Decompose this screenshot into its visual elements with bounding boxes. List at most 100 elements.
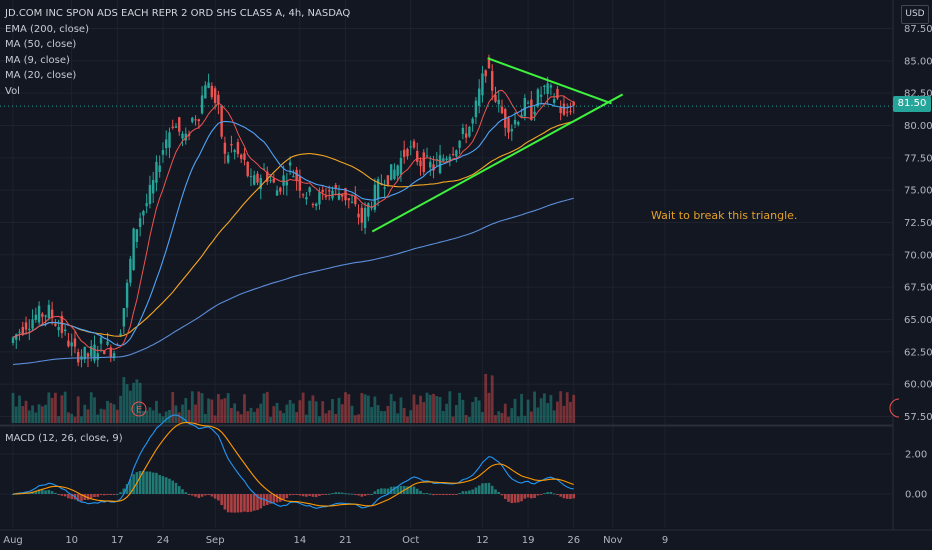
volume-bar (73, 416, 77, 423)
candle-body (389, 164, 393, 181)
legend-volume[interactable]: Vol (5, 85, 20, 97)
candle-body (451, 154, 455, 156)
macd-histogram-bar (386, 488, 390, 494)
macd-histogram-bar (41, 489, 44, 494)
volume-bar (262, 393, 266, 423)
candle-body (523, 98, 527, 117)
macd-histogram-bar (116, 493, 119, 495)
candle-body (93, 344, 96, 361)
candle-body (419, 160, 422, 167)
macd-histogram-bar (187, 494, 191, 495)
time-tick-label: 21 (339, 535, 352, 546)
macd-histogram-bar (383, 488, 386, 494)
candle-body (337, 192, 341, 200)
price-tick-label: 62.50 (904, 347, 932, 358)
candle-body (422, 152, 425, 173)
macd-histogram-bar (357, 494, 360, 496)
candle-body (70, 342, 73, 347)
macd-histogram-bar (530, 494, 533, 499)
candle-body (292, 176, 295, 178)
volume-bar (99, 408, 103, 423)
macd-histogram-bar (458, 493, 461, 495)
macd-legend[interactable]: MACD (12, 26, close, 9) (5, 433, 123, 444)
macd-histogram-bar (556, 494, 559, 495)
candle-body (200, 95, 204, 114)
price-tick-label: 70.00 (904, 250, 932, 261)
candle-body (99, 337, 103, 344)
macd-histogram-bar (510, 494, 514, 504)
volume-bar (539, 398, 543, 423)
volume-bar (461, 399, 465, 423)
candle-body (161, 150, 165, 155)
macd-histogram-bar (324, 494, 328, 495)
candle-body (155, 161, 158, 183)
symbol-title[interactable]: JD.COM INC SPON ADS EACH REPR 2 ORD SHS … (5, 8, 351, 19)
candle-body (210, 85, 214, 98)
candle-body (148, 184, 152, 204)
candle-body (34, 314, 38, 320)
volume-bar (516, 416, 520, 423)
candle-body (138, 218, 142, 227)
macd-histogram-bar (57, 494, 60, 495)
macd-histogram-bar (393, 486, 396, 494)
macd-histogram-bar (265, 494, 269, 506)
candle-body (468, 126, 471, 137)
triangle-trendlines (0, 57, 893, 233)
volume-bar (161, 416, 165, 423)
macd-histogram-bar (428, 493, 432, 495)
volume-bar (125, 384, 129, 423)
legend-ma20[interactable]: MA (20, close) (5, 70, 77, 81)
macd-histogram-bar (503, 494, 507, 500)
macd-histogram-bar (102, 494, 106, 496)
volume-bar (324, 413, 328, 423)
volume-bar (60, 395, 64, 423)
volume-bar (360, 393, 364, 423)
volume-bar (451, 416, 455, 423)
candle-body (487, 57, 491, 69)
legend-ma50[interactable]: MA (50, close) (5, 39, 77, 50)
candle-body (314, 203, 318, 206)
macd-histogram-bar (513, 494, 517, 503)
volume-bar (340, 404, 344, 423)
candle-body (536, 89, 540, 107)
macd-histogram-bar (246, 494, 250, 513)
macd-histogram-bar (471, 489, 474, 494)
candle-body (412, 141, 416, 148)
legend-ema200[interactable]: EMA (200, close) (5, 23, 89, 35)
macd-histogram-bar (445, 494, 448, 495)
candle-body (129, 258, 132, 283)
candle-body (324, 196, 328, 198)
volume-bar (481, 412, 484, 423)
macd-histogram-bar (415, 488, 419, 494)
macd-histogram-bar (207, 494, 210, 495)
macd-histogram-bar (399, 485, 403, 494)
macd-histogram-bar (536, 494, 540, 496)
candle-body (334, 185, 337, 188)
candle-body (572, 101, 575, 106)
candle-body (122, 308, 126, 327)
currency-button[interactable]: USD (901, 5, 929, 24)
candle-body (266, 171, 269, 182)
macd-histogram-bar (194, 494, 197, 497)
volume-bar (477, 400, 481, 423)
macd-histogram-bar (34, 490, 38, 494)
volume-bar (318, 416, 321, 423)
earnings-marker (131, 401, 147, 417)
macd-histogram-bar (305, 494, 308, 497)
candle-body (295, 169, 298, 181)
price-tick-label: 72.50 (904, 218, 932, 229)
macd-histogram-bar (262, 494, 266, 506)
volume-bar (174, 405, 178, 423)
candle-body (191, 117, 194, 122)
candle-body (442, 158, 445, 162)
ema200-line (12, 197, 574, 366)
macd-histogram-bar (526, 494, 530, 498)
macd-histogram-bar (204, 494, 207, 496)
candle-body (151, 180, 155, 194)
volume-bar (203, 413, 207, 423)
legend-ma9[interactable]: MA (9, close) (5, 54, 70, 66)
volume-bar (272, 406, 276, 423)
volume-bar (269, 416, 272, 423)
macd-histogram-bar (569, 494, 572, 500)
